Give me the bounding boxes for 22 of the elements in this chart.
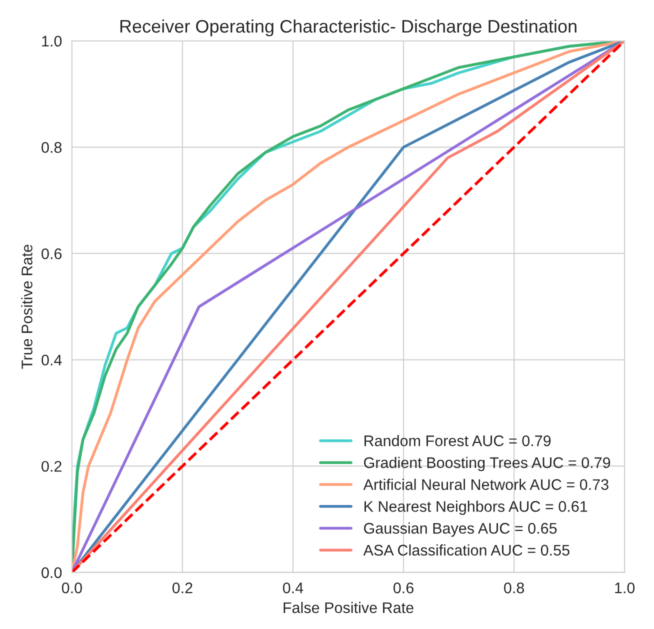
y-tick-label: 0.4 [42,354,62,366]
legend-label: Artificial Neural Network AUC = 0.73 [363,478,608,490]
y-tick-label: 0.2 [42,460,62,472]
y-tick-label: 0.0 [42,567,62,578]
x-tick-label: 0.8 [504,582,524,594]
x-tick-label: 1.0 [615,582,635,594]
y-tick-label: 0.8 [42,142,62,153]
legend-label: Gaussian Bayes AUC = 0.65 [364,522,557,537]
legend-label: ASA Classification AUC = 0.55 [363,544,570,556]
legend-label: Random Forest AUC = 0.79 [364,434,551,446]
x-tick-label: 0.0 [62,582,82,594]
y-axis-title: True Positive Rate [21,244,32,369]
y-tick-label: 1.0 [42,36,62,47]
x-axis-title: False Positive Rate [284,602,414,614]
x-tick-label: 0.2 [172,582,192,594]
legend-label: K Nearest Neighbors AUC = 0.61 [364,500,588,515]
line-series [72,40,625,572]
chart-title: Receiver Operating Characteristic- Discharge Destination [120,19,576,36]
y-tick-label: 0.6 [42,248,62,260]
x-tick-label: 0.4 [282,582,304,594]
x-tick-label: 0.6 [393,582,414,594]
legend-label: Gradient Boosting Trees AUC = 0.79 [364,456,610,472]
